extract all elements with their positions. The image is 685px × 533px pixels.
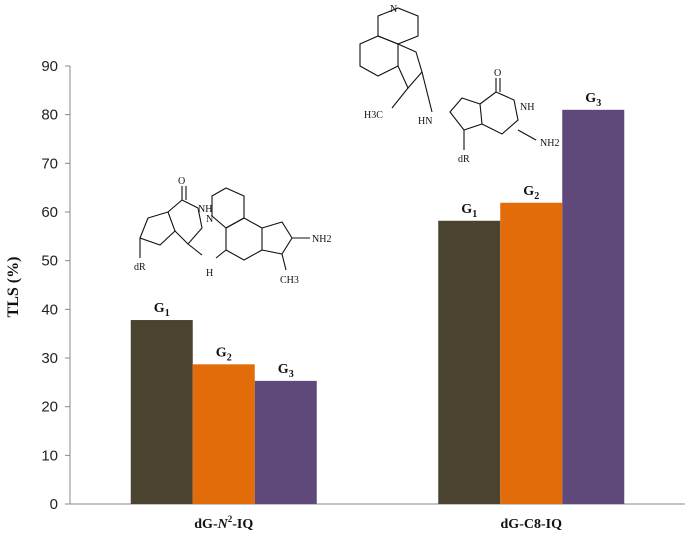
atom-c8-o: O — [494, 68, 501, 79]
y-tick-label: 60 — [41, 204, 58, 221]
atom-o: O — [178, 176, 185, 187]
category-labels: dG-N2-IQ dG-C8-IQ — [194, 514, 562, 532]
y-tick-label: 30 — [41, 350, 58, 367]
y-tick-label: 80 — [41, 107, 58, 124]
y-tick-label: 10 — [41, 447, 58, 464]
pyrimidine-ring — [167, 199, 203, 245]
bar-label-g3: G3 — [278, 362, 294, 380]
atom-dr: dR — [134, 262, 146, 273]
bar-g2-1 — [500, 202, 563, 504]
atom-c8-h3c: H3C — [364, 110, 383, 121]
atom-c8-hn: HN — [418, 116, 432, 127]
bars — [130, 109, 625, 505]
bar-g1-1 — [438, 220, 501, 504]
benzo-ring — [225, 217, 263, 261]
atom-c8-nh2: NH2 — [540, 138, 559, 149]
bar-g2-0 — [192, 364, 255, 504]
atom-c8-dr: dR — [458, 154, 470, 165]
benzo-ring-c8 — [359, 35, 399, 77]
imidazole-ring-iq — [261, 221, 293, 255]
atom-h: H — [206, 268, 213, 279]
atom-c8-nh: NH — [520, 102, 534, 113]
bar-label-g2: G2 — [216, 345, 232, 363]
pyrimidine-ring-g — [479, 91, 519, 135]
y-tick-label: 0 — [50, 496, 58, 513]
category-label-1: dG-C8-IQ — [501, 517, 563, 532]
bar-g1-0 — [130, 320, 193, 504]
y-tick-label: 20 — [41, 399, 58, 416]
bar-g3-0 — [254, 380, 317, 504]
y-tick-label: 90 — [41, 58, 58, 75]
bar-label-g1: G1 — [154, 301, 170, 319]
atom-n: N — [206, 214, 213, 225]
pyridine-ring — [211, 187, 245, 229]
dg-n2-iq-structure: O NH dR H N NH2 CH3 — [134, 176, 331, 286]
y-tick-label: 50 — [41, 253, 58, 270]
bar-label-g2: G2 — [523, 184, 539, 202]
atom-c8-n: N — [390, 4, 397, 15]
atom-nh: NH — [198, 204, 212, 215]
category-label-0: dG-N2-IQ — [194, 514, 253, 532]
atom-ch3: CH3 — [280, 275, 299, 286]
imidazole-ring — [139, 211, 176, 246]
dg-c8-iq-structure: N H3C HN O NH NH2 dR — [359, 4, 559, 165]
y-tick-label: 40 — [41, 301, 58, 318]
bar-label-g3: G3 — [585, 91, 601, 109]
atom-nh2: NH2 — [312, 234, 331, 245]
y-tick-label: 70 — [41, 155, 58, 172]
y-axis-label: TLS (%) — [5, 257, 22, 318]
y-axis-ticks: 0 10 20 30 40 50 60 70 80 90 — [41, 58, 70, 513]
bar-g3-1 — [562, 109, 625, 505]
bar-label-g1: G1 — [461, 202, 477, 220]
imidazole-ring-c8 — [397, 43, 423, 90]
imidazole-ring-g — [449, 97, 483, 131]
